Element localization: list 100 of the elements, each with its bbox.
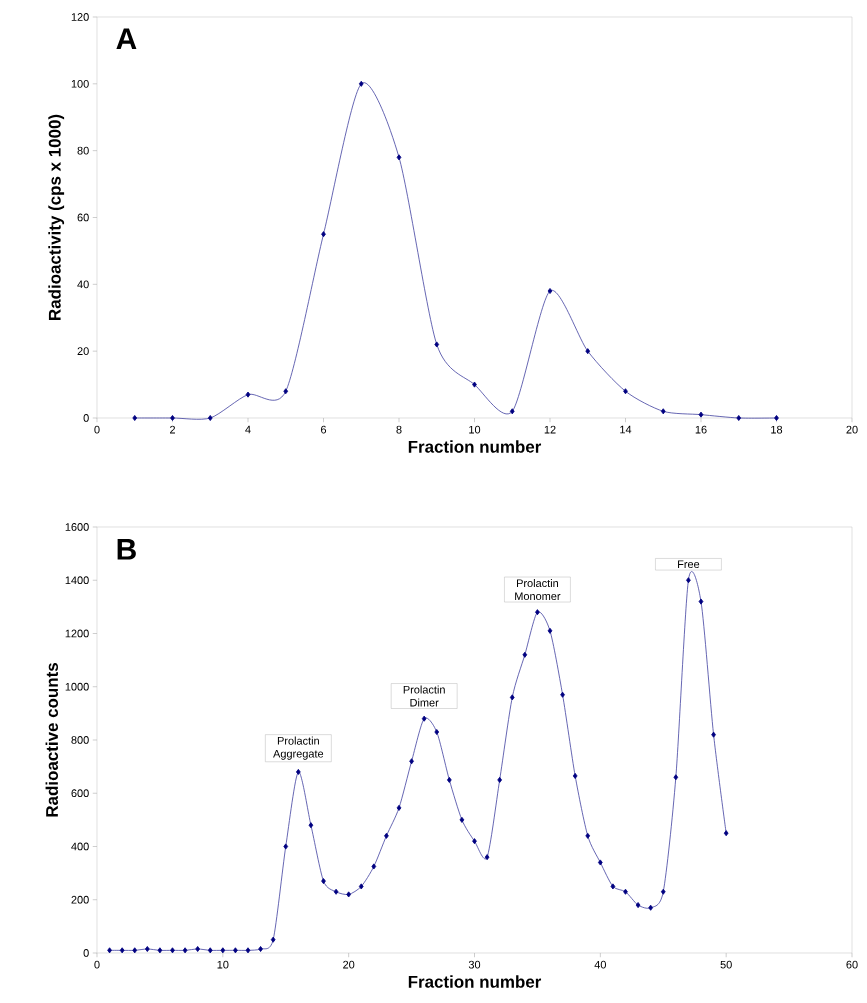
x-tick-label: 8 <box>396 425 402 434</box>
point <box>107 947 112 954</box>
point <box>585 832 591 839</box>
x-tick-label: 16 <box>695 425 707 434</box>
y-tick-label: 0 <box>83 414 89 422</box>
point <box>170 415 175 421</box>
point <box>333 888 339 895</box>
y-tick-label: 60 <box>77 213 89 222</box>
x-tick-label: 10 <box>217 960 229 969</box>
point <box>711 731 716 738</box>
point <box>119 947 125 954</box>
y-tick-label: 600 <box>71 789 89 798</box>
y-axis-title: Radioactive counts <box>45 663 59 817</box>
point <box>409 758 414 765</box>
point <box>207 415 213 421</box>
point <box>472 838 477 845</box>
point <box>346 891 352 898</box>
annotation: Free <box>678 560 700 569</box>
x-tick-label: 12 <box>544 425 556 434</box>
point <box>698 411 704 418</box>
point <box>358 80 364 87</box>
point <box>686 577 691 584</box>
point <box>157 947 163 954</box>
point <box>371 863 377 870</box>
point <box>132 415 138 421</box>
chart-title: A <box>116 28 137 50</box>
point <box>572 772 578 779</box>
annotation: Prolactin Monomer <box>515 579 561 601</box>
point <box>648 904 654 911</box>
x-tick-label: 30 <box>468 960 481 969</box>
point <box>446 776 452 783</box>
x-tick-label: 10 <box>469 425 481 434</box>
point <box>396 154 402 161</box>
y-tick-label: 80 <box>77 146 89 155</box>
point <box>736 415 742 421</box>
point <box>270 936 276 943</box>
y-tick-label: 120 <box>71 13 89 21</box>
annotation: Prolactin Aggregate <box>273 736 324 760</box>
x-tick-label: 50 <box>720 960 732 969</box>
point <box>560 691 565 698</box>
point <box>774 415 779 421</box>
point <box>547 627 553 634</box>
point <box>358 883 364 890</box>
point <box>295 768 301 775</box>
point <box>321 231 326 238</box>
x-tick-label: 6 <box>321 425 327 434</box>
point <box>623 888 628 895</box>
point <box>623 388 628 395</box>
point <box>660 888 666 895</box>
point <box>308 822 314 829</box>
x-tick-label: 18 <box>771 425 783 434</box>
x-tick-label: 20 <box>846 425 858 434</box>
point <box>434 729 440 735</box>
point <box>522 651 528 658</box>
chart-title: B <box>117 539 136 560</box>
point <box>207 947 213 954</box>
point <box>610 883 616 890</box>
point <box>723 830 729 837</box>
point <box>635 902 641 909</box>
x-axis-title: Fraction number <box>408 975 542 988</box>
x-tick-label: 14 <box>620 425 632 434</box>
x-tick-label: 60 <box>846 960 858 969</box>
point <box>233 947 238 954</box>
point <box>283 843 289 850</box>
point <box>484 854 490 861</box>
point <box>245 947 251 954</box>
point <box>497 776 503 783</box>
y-tick-label: 1600 <box>65 523 89 531</box>
point <box>384 832 389 839</box>
point <box>472 381 477 388</box>
y-tick-label: 40 <box>77 280 89 289</box>
y-tick-label: 1200 <box>65 629 89 638</box>
x-tick-label: 0 <box>94 960 100 969</box>
point <box>459 816 465 823</box>
point <box>509 408 515 415</box>
point <box>283 388 289 395</box>
y-tick-label: 1000 <box>65 682 89 691</box>
point <box>434 341 440 348</box>
x-tick-label: 0 <box>94 425 100 434</box>
point <box>144 946 150 952</box>
point <box>245 391 251 398</box>
point <box>182 947 188 954</box>
point <box>597 859 603 866</box>
point <box>220 947 226 954</box>
y-tick-label: 1400 <box>65 576 89 585</box>
point <box>321 878 326 885</box>
y-tick-label: 400 <box>71 842 89 851</box>
y-tick-label: 800 <box>71 736 89 744</box>
x-tick-label: 2 <box>170 425 175 434</box>
point <box>673 774 679 781</box>
point <box>535 609 540 616</box>
x-tick-label: 40 <box>594 960 606 969</box>
point <box>698 598 704 605</box>
point <box>660 408 666 415</box>
y-tick-label: 20 <box>77 347 89 356</box>
point <box>421 715 427 722</box>
point <box>509 694 515 701</box>
x-tick-label: 20 <box>343 960 355 969</box>
point <box>585 348 591 355</box>
point <box>170 947 175 954</box>
